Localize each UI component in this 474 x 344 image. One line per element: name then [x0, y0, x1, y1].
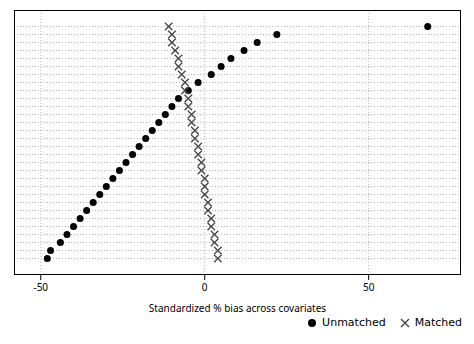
svg-text:50: 50: [363, 280, 375, 294]
svg-text:-50: -50: [33, 280, 48, 294]
svg-text:0: 0: [202, 280, 208, 294]
svg-text:Standardized % bias across cov: Standardized % bias across covariates: [149, 301, 327, 315]
html-text:Unmatched: Unmatched: [322, 316, 386, 329]
html-text:Matched: Matched: [414, 316, 462, 329]
